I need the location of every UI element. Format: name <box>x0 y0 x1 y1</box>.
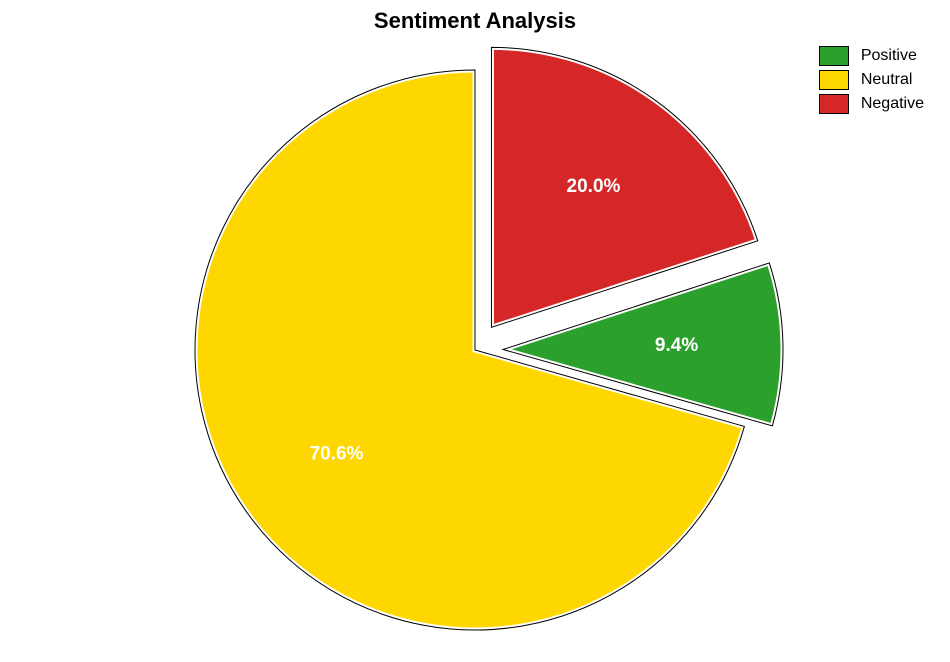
legend-swatch <box>819 70 849 90</box>
sentiment-pie-chart: Sentiment Analysis 20.0% 9.4% 70.6% Positi… <box>0 0 950 662</box>
legend-swatch <box>819 46 849 66</box>
chart-title: Sentiment Analysis <box>0 8 950 34</box>
legend-item: Negative <box>819 94 924 114</box>
slice-label: 70.6% <box>310 444 364 465</box>
legend-swatch <box>819 94 849 114</box>
legend-item: Positive <box>819 46 924 66</box>
legend-label: Positive <box>861 47 917 65</box>
legend: Positive Neutral Negative <box>819 46 924 118</box>
legend-item: Neutral <box>819 70 924 90</box>
legend-label: Neutral <box>861 71 913 89</box>
pie-svg: 20.0% 9.4% 70.6% <box>0 40 950 660</box>
legend-label: Negative <box>861 95 924 113</box>
slice-label: 9.4% <box>655 335 698 356</box>
slice-label: 20.0% <box>567 176 621 197</box>
